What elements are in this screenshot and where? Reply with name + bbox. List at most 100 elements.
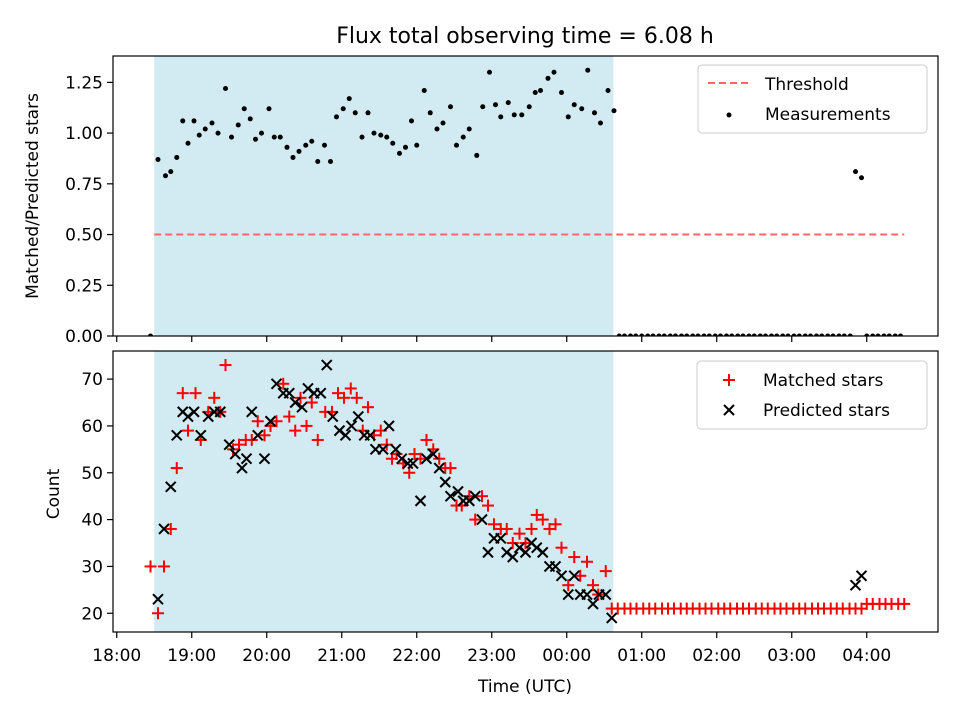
matched-point (898, 597, 911, 610)
predicted-point (171, 429, 183, 442)
predicted-point (165, 481, 177, 493)
measurement-point (180, 118, 186, 124)
measurement-point (780, 333, 786, 336)
measurement-point (724, 333, 729, 336)
measurement-point (825, 333, 831, 336)
matched-point (344, 382, 357, 395)
legend-predicted-label: Predicted stars (763, 401, 890, 421)
matched-point (476, 490, 488, 503)
predicted-point-b (352, 410, 364, 423)
observing-window-band (154, 351, 614, 632)
measurement-point (259, 130, 264, 136)
matched-point (525, 522, 538, 535)
matched-point (182, 424, 194, 437)
matched-point (152, 607, 164, 620)
ratio-panel: 0.00 0.25 0.50 0.75 1.00 1.25 (65, 55, 939, 347)
predicted-point-b (849, 579, 862, 591)
matched-point (420, 433, 433, 446)
matched-point (482, 499, 494, 512)
predicted-point (321, 359, 333, 371)
predicted-point (537, 546, 549, 559)
predicted-point (600, 588, 612, 601)
predicted-point-b (420, 453, 433, 465)
legend-predicted-swatch (723, 404, 735, 416)
predicted-point-b (414, 495, 427, 507)
predicted-point (283, 387, 295, 399)
matched-point (599, 565, 612, 578)
predicted-point-b (258, 453, 271, 465)
legend-threshold-label: Threshold (764, 75, 849, 95)
matched-point (444, 462, 457, 475)
predicted-point (383, 420, 395, 432)
matched-point (251, 415, 264, 428)
predicted-point (377, 443, 389, 456)
predicted-point (476, 513, 488, 526)
predicted-point-b (482, 546, 494, 559)
measurement-point (235, 122, 241, 128)
measurement-point (690, 333, 696, 336)
predicted-point-b (549, 560, 562, 573)
matched-point (176, 387, 189, 400)
predicted-point-b (469, 490, 481, 502)
predicted-point-b (296, 401, 308, 413)
predicted-point-b (152, 593, 164, 605)
matched-point (189, 387, 202, 400)
legend-matched-swatch (723, 374, 735, 386)
predicted-point (849, 579, 862, 591)
count-panel: 20 30 40 50 60 70 18:00 19:00 20:00 21:00 22:00 23:… (81, 350, 939, 666)
predicted-point (236, 462, 248, 474)
measurement-point (628, 333, 633, 336)
matched-point (549, 518, 562, 531)
predicted-point (352, 410, 364, 423)
measurement-point (290, 154, 296, 160)
predicted-point-b (531, 541, 543, 554)
predicted-point-b (240, 453, 253, 465)
measurement-point (706, 333, 712, 336)
measurement-point (579, 106, 585, 112)
matched-point (270, 415, 283, 428)
measurement-point (371, 130, 377, 136)
observing-window-band (154, 56, 614, 336)
predicted-point-b (495, 532, 507, 545)
x-tick-label: 19:00 (167, 646, 216, 666)
measurement-point (454, 142, 459, 148)
measurement-point (830, 333, 836, 336)
measurement-point (148, 333, 153, 336)
predicted-point (195, 429, 207, 442)
measurement-point (487, 69, 492, 75)
measurement-point (511, 112, 517, 118)
predicted-point (188, 406, 200, 418)
predicted-point (587, 598, 599, 610)
measurement-point (847, 333, 853, 336)
measurement-point (735, 333, 741, 336)
x-tick-label: 18:00 (92, 646, 141, 666)
predicted-point-b (562, 588, 574, 601)
matched-point (170, 462, 183, 475)
legend-top-frame (697, 64, 928, 134)
predicted-point-b (333, 424, 346, 437)
matched-point (574, 569, 587, 582)
measurement-point (519, 112, 525, 118)
predicted-point (223, 438, 235, 451)
measurement-point (474, 152, 480, 158)
measurement-point (215, 130, 221, 136)
measurement-point (403, 144, 408, 150)
measurement-point (397, 150, 402, 156)
measurement-point (480, 104, 486, 110)
y-tick-label: 50 (81, 464, 103, 484)
measurement-point (802, 333, 808, 336)
predicted-point-b (188, 406, 200, 418)
predicted-point-b (345, 420, 358, 432)
predicted-point (452, 485, 464, 498)
x-tick-label: 00:00 (542, 646, 591, 666)
predicted-point (364, 429, 376, 442)
predicted-point-b (377, 443, 389, 456)
predicted-point (407, 457, 419, 470)
measurement-point (266, 106, 272, 112)
predicted-point-b (855, 570, 868, 582)
predicted-point-b (223, 438, 235, 451)
measurement-point (191, 118, 197, 124)
measurement-point (769, 333, 774, 336)
measurement-point (565, 114, 571, 120)
